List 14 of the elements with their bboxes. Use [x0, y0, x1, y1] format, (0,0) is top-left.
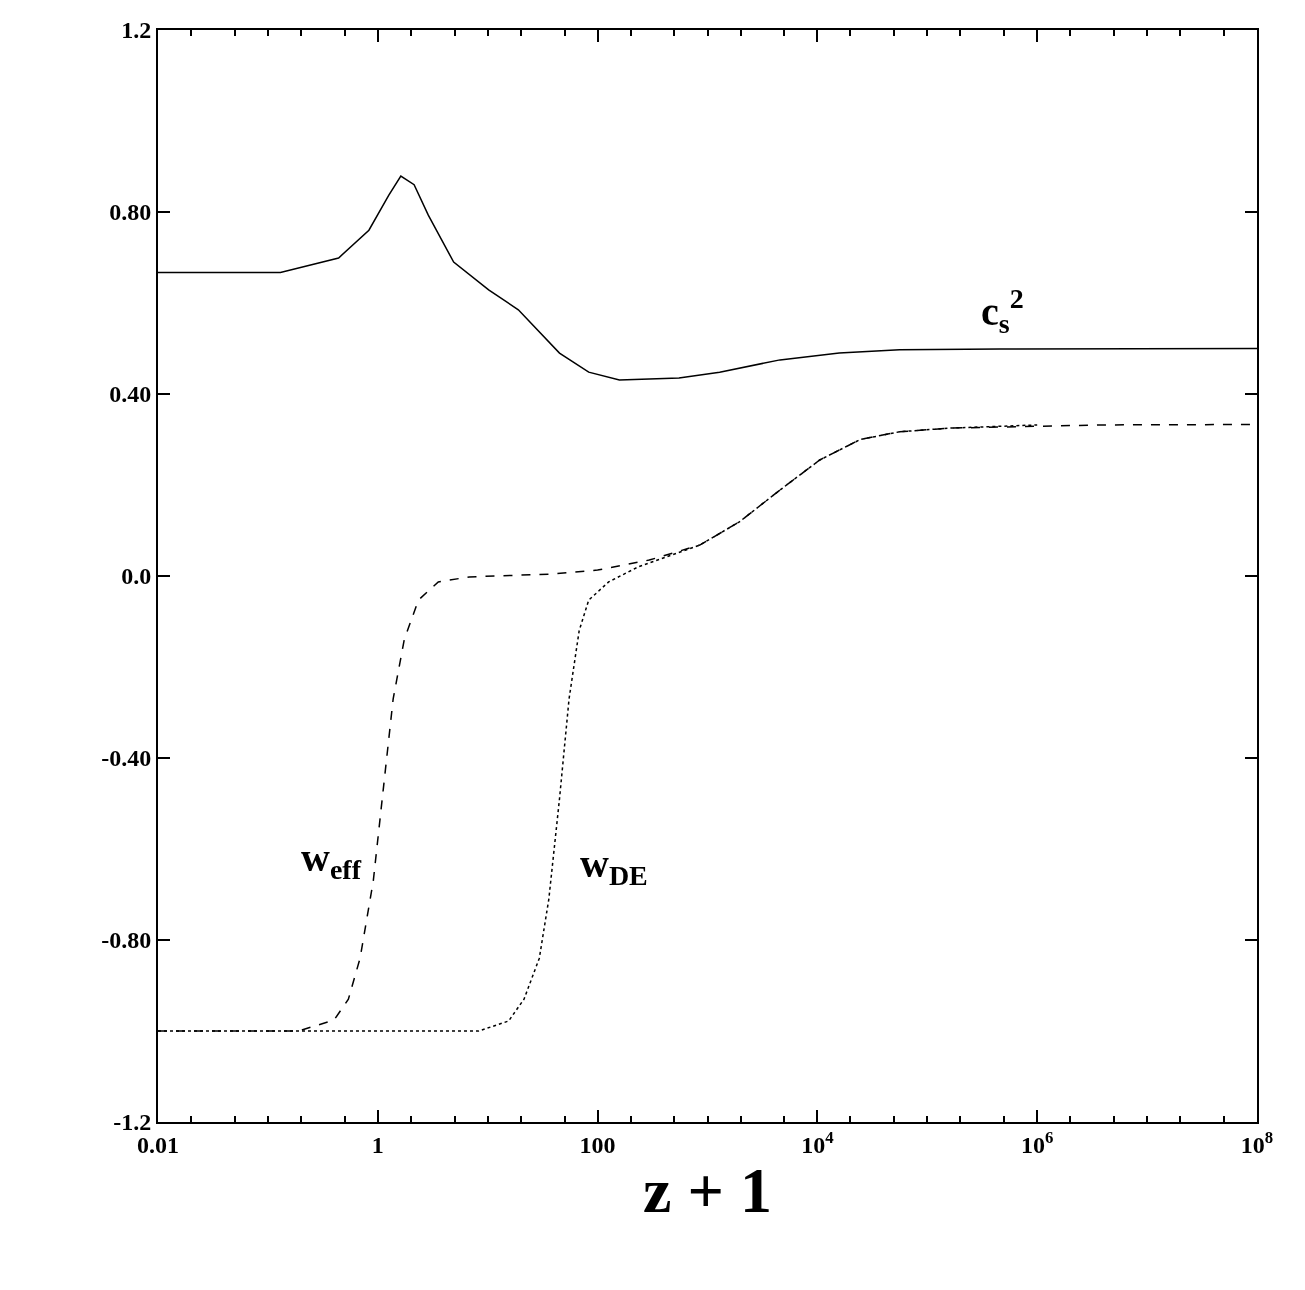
y-tick-label: 1.2	[121, 17, 152, 44]
x-tick-label: 10$^{4}$	[801, 1127, 835, 1158]
series-label: w$_{eff}$	[301, 835, 362, 886]
y-tick-label: -0.40	[101, 745, 152, 772]
y-tick-label: 0.0	[121, 563, 152, 590]
x-tick-label: 10$^{6}$	[1021, 1127, 1054, 1158]
x-tick-label: 100	[579, 1131, 616, 1158]
x-axis-title: z + 1	[643, 1154, 772, 1226]
series-label: w$_{DE}$	[580, 841, 648, 892]
x-tick-label: 1	[371, 1131, 384, 1158]
y-tick-label: 0.40	[109, 381, 152, 408]
x-tick-label: 10$^{8}$	[1240, 1127, 1274, 1158]
y-tick-label: -0.80	[101, 927, 152, 954]
y-tick-label: 0.80	[109, 199, 152, 226]
